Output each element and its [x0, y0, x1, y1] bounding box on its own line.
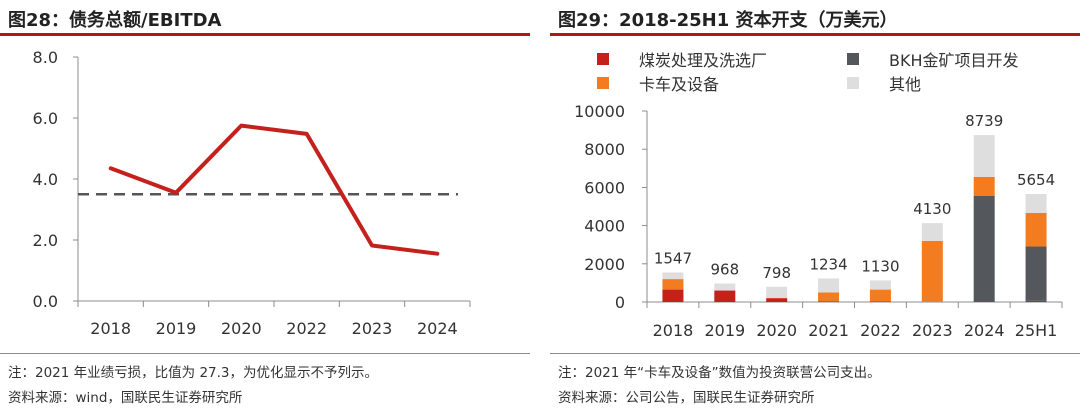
- x-tick-label: 2020: [221, 319, 262, 338]
- legend-label-bkh: BKH金矿项目开发: [889, 51, 1019, 70]
- bar-segment-coal: [818, 301, 840, 302]
- legend-swatch-trucks: [597, 77, 609, 89]
- left-title-rule: [0, 33, 530, 36]
- y-tick-label: 8000: [584, 140, 625, 159]
- bar-segment-other: [921, 223, 943, 241]
- left-note: 注：2021 年业绩亏损，比值为 27.3，为优化显示不予列示。: [8, 365, 378, 381]
- legend-swatch-bkh: [847, 53, 859, 65]
- bar-segment-trucks: [1025, 212, 1047, 247]
- x-tick-label: 2024: [964, 321, 1005, 340]
- x-tick-label: 2018: [90, 319, 131, 338]
- bar-segment-other: [714, 283, 736, 291]
- bar-total-label: 8739: [965, 112, 1003, 130]
- legend-label-other: 其他: [889, 75, 921, 94]
- y-tick-label: 8.0: [33, 48, 58, 67]
- x-tick-label: 2023: [352, 319, 393, 338]
- y-tick-label: 2000: [584, 255, 625, 274]
- debt-ebitda-line-chart: 0.0 2.0 4.0 6.0 8.0 2018 2019 2020 2022 2023 2024: [33, 48, 471, 338]
- legend-label-trucks: 卡车及设备: [639, 75, 719, 94]
- right-chart-title: 图29：2018-25H1 资本开支（万美元）: [558, 10, 898, 31]
- y-tick-label: 10000: [574, 102, 625, 121]
- right-note: 注：2021 年“卡车及设备”数值为投资联营公司支出。: [558, 365, 881, 381]
- bar-segment-other: [1025, 194, 1047, 213]
- right-panel: 图29：2018-25H1 资本开支（万美元） 煤炭处理及洗选厂 BKH金矿项目开…: [550, 0, 1080, 411]
- x-tick-label: 2021: [808, 321, 849, 340]
- x-tick-label: 2019: [156, 319, 197, 338]
- y-tick-label: 4.0: [33, 170, 58, 189]
- bar-segment-trucks: [818, 292, 840, 302]
- y-tick-label: 4000: [584, 217, 625, 236]
- bar-segment-trucks: [973, 176, 995, 196]
- bar-total-label: 4130: [913, 200, 951, 218]
- right-footer-rule: [550, 353, 1080, 354]
- bar-segment-other: [766, 286, 788, 298]
- y-tick-label: 6.0: [33, 109, 58, 128]
- bar-segment-coal: [869, 301, 891, 302]
- bar-segment-bkh: [973, 195, 995, 302]
- bar-total-label: 1547: [654, 249, 692, 267]
- bar-total-label: 1130: [861, 257, 899, 275]
- bar-segment-other: [818, 278, 840, 293]
- bar-segment-bkh: [1025, 246, 1047, 301]
- bar-segment-other: [662, 272, 684, 280]
- x-tick-label: 2024: [417, 319, 458, 338]
- left-panel: 图28：债务总额/EBITDA 0.0 2.0 4.0 6.0 8.0 2018 2019 2…: [0, 0, 530, 411]
- bar-segment-trucks: [869, 289, 891, 302]
- y-tick-label: 6000: [584, 178, 625, 197]
- x-tick-label: 2018: [653, 321, 694, 340]
- bar-segment-coal: [766, 298, 788, 302]
- x-tick-label: 25H1: [1015, 321, 1058, 340]
- y-tick-label: 0.0: [33, 292, 58, 311]
- bar-segment-coal: [1025, 300, 1047, 302]
- bar-segment-other: [973, 135, 995, 177]
- left-footer-rule: [0, 353, 530, 354]
- bar-segment-trucks: [921, 240, 943, 302]
- bar-segment-coal: [714, 290, 736, 302]
- bar-segment-coal: [662, 289, 684, 302]
- left-chart-title: 图28：债务总额/EBITDA: [8, 10, 222, 31]
- x-tick-label: 2019: [704, 321, 745, 340]
- left-source: 资料来源：wind，国联民生证券研究所: [8, 390, 243, 406]
- bar-segment-other: [869, 280, 891, 290]
- bar-total-label: 1234: [809, 255, 847, 273]
- y-tick-label: 0: [615, 293, 625, 312]
- right-source: 资料来源：公司公告，国联民生证券研究所: [558, 390, 815, 406]
- x-tick-label: 2023: [912, 321, 953, 340]
- x-tick-label: 2022: [286, 319, 327, 338]
- legend-swatch-coal: [597, 53, 609, 65]
- bar-total-label: 968: [710, 261, 739, 279]
- bar-total-label: 798: [762, 264, 791, 282]
- debt-ebitda-series-line: [108, 123, 440, 256]
- x-tick-label: 2020: [756, 321, 797, 340]
- legend-swatch-other: [847, 77, 859, 89]
- right-title-rule: [550, 33, 1080, 36]
- x-tick-label: 2022: [860, 321, 901, 340]
- legend-label-coal: 煤炭处理及洗选厂: [639, 51, 767, 70]
- y-tick-label: 2.0: [33, 231, 58, 250]
- bar-segment-trucks: [662, 279, 684, 290]
- bar-total-label: 5654: [1017, 171, 1055, 189]
